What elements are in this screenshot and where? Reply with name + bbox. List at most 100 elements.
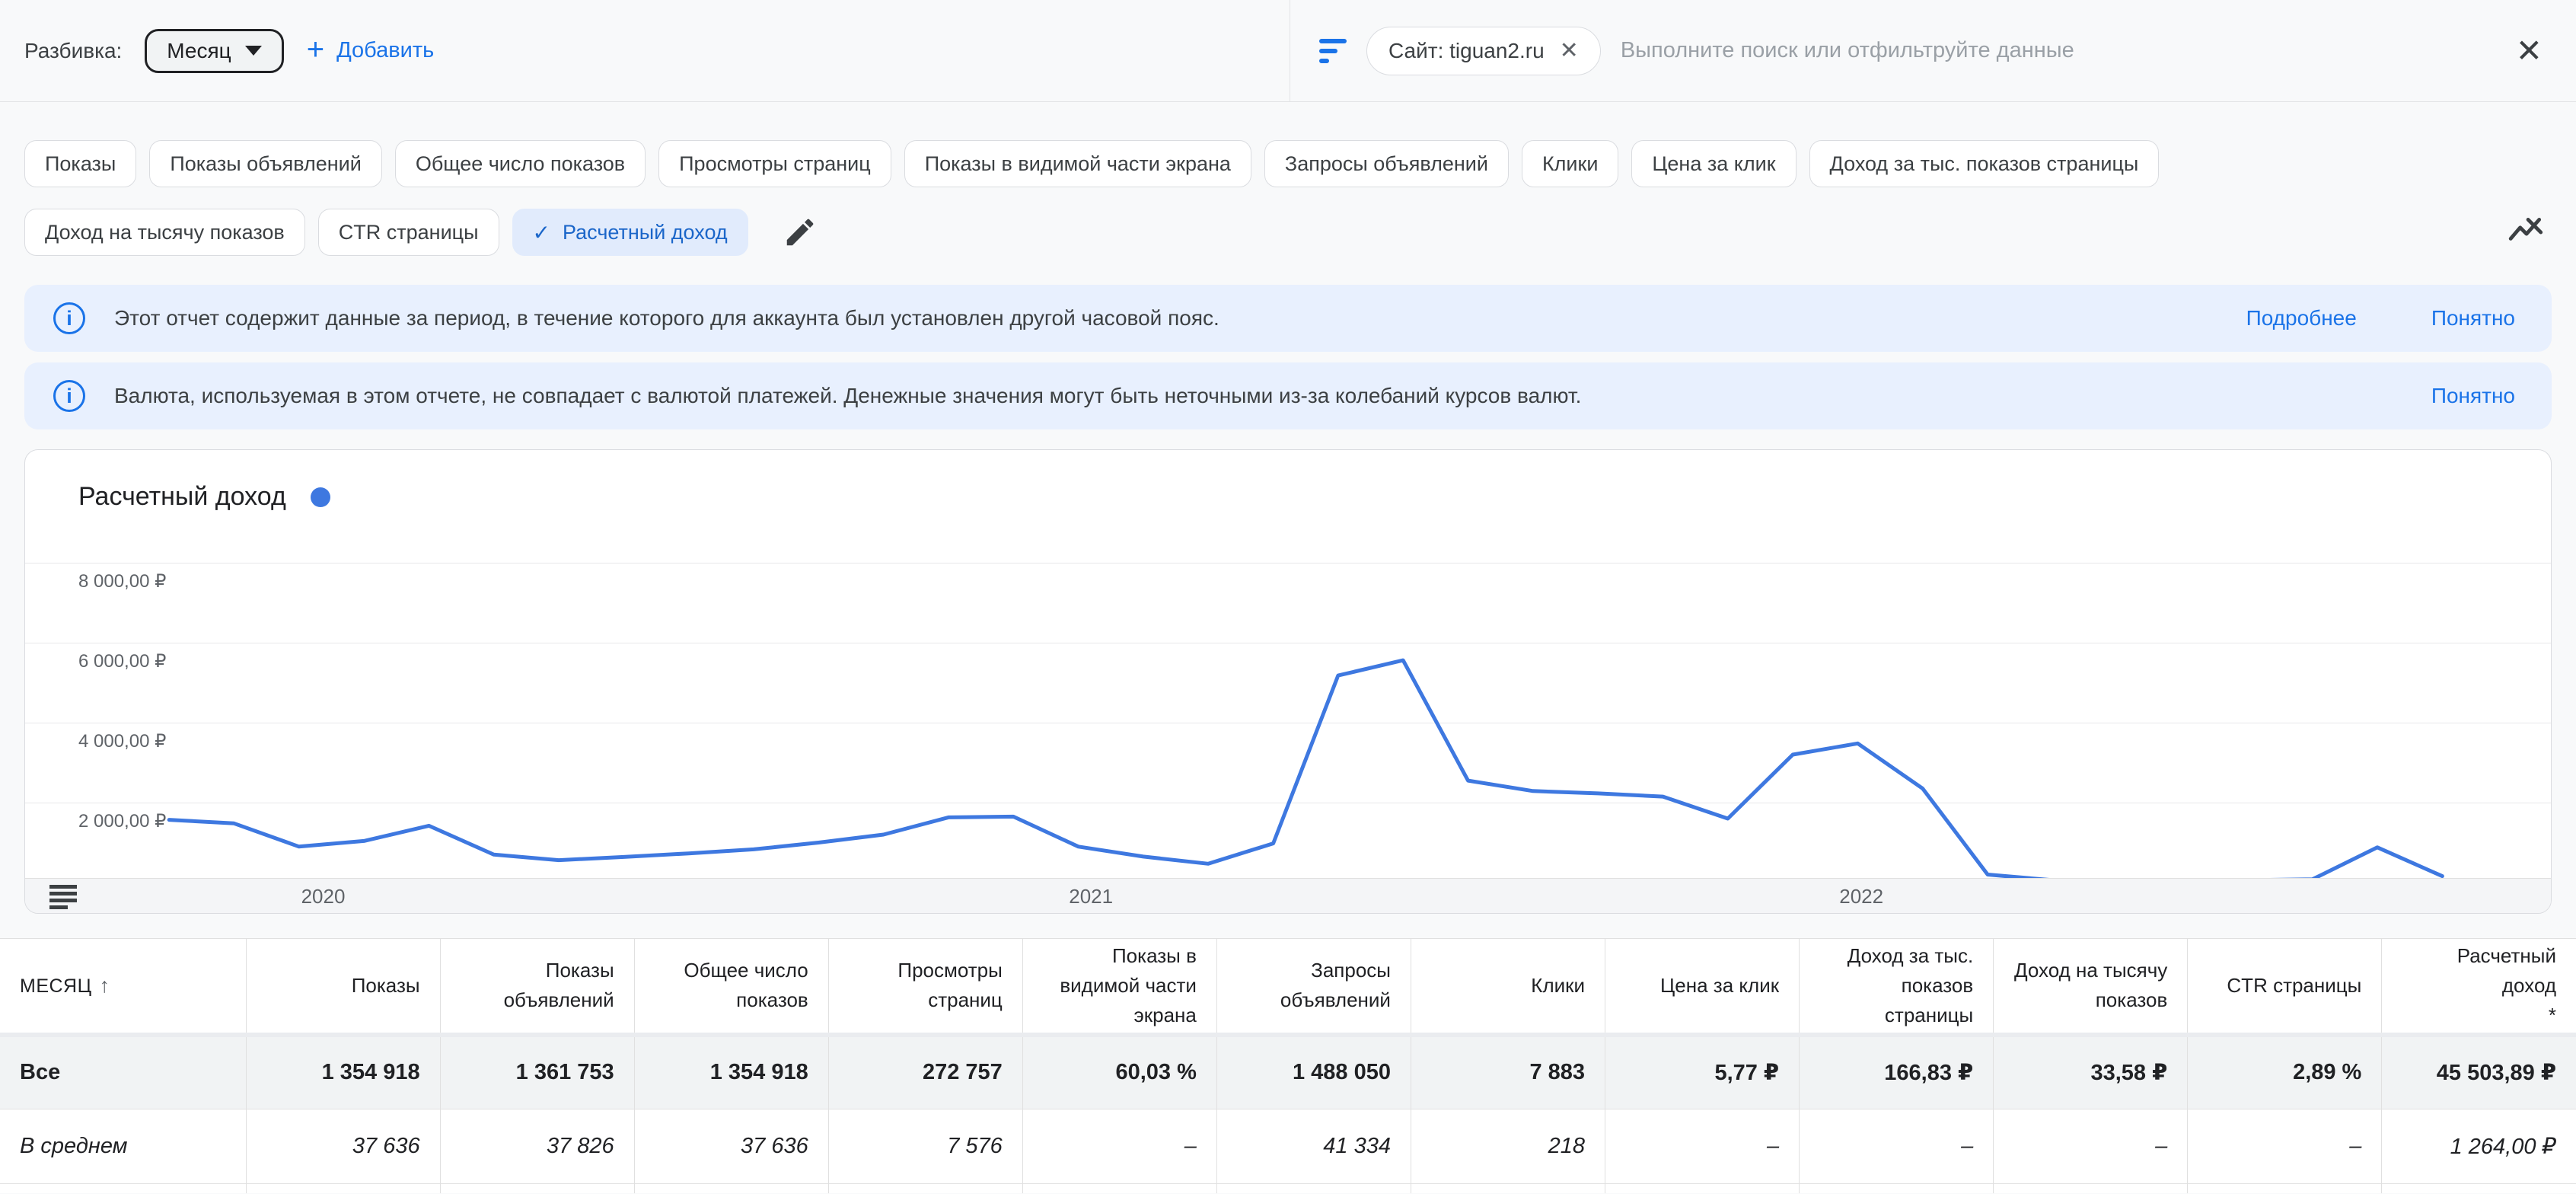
column-header[interactable]: Цена за клик [1605, 938, 1800, 1037]
column-header[interactable]: Доход за тыс. показов страницы [1799, 938, 1994, 1037]
column-header-label: Доход за тыс. показов страницы [1847, 943, 1974, 1026]
y-axis-label: 4 000,00 ₽ [78, 731, 167, 752]
chart-header: Расчетный доход [25, 450, 2551, 512]
y-axis-label: 2 000,00 ₽ [78, 811, 167, 832]
line-chart-icon [2508, 218, 2543, 241]
toggle-chart-button[interactable] [2507, 212, 2546, 250]
revenue-series-line [167, 658, 2444, 883]
cell: 37 826 [439, 1109, 635, 1184]
column-header[interactable]: Общее число показов [633, 938, 829, 1037]
column-header-label: CTR страницы [2227, 973, 2362, 997]
site-filter-label: Сайт: tiguan2.ru [1388, 38, 1545, 62]
site-filter-chip[interactable]: Сайт: tiguan2.ru ✕ [1366, 26, 1601, 75]
cell: 33,58 ₽ [1993, 1034, 2188, 1109]
cell: – [1799, 1109, 1994, 1184]
add-label: Добавить [336, 38, 435, 62]
table-row-partial [0, 1183, 2576, 1193]
metric-chip-total-impressions[interactable]: Общее число показов [394, 140, 646, 187]
column-header[interactable]: Показы объявлений [439, 938, 635, 1037]
axis-menu-icon[interactable] [49, 885, 77, 909]
x-axis-year-label: 2021 [1069, 885, 1114, 908]
timezone-info-banner: i Этот отчет содержит данные за период, … [24, 285, 2552, 352]
cell: 166,83 ₽ [1799, 1034, 1994, 1109]
cell: 7 576 [827, 1109, 1023, 1184]
metric-chip-viewable-impressions[interactable]: Показы в видимой части экрана [904, 140, 1251, 187]
column-header-label: Показы в видимой части экрана [1060, 943, 1197, 1026]
selected-metric-label: Расчетный доход [563, 220, 728, 244]
cell: 218 [1410, 1109, 1605, 1184]
x-axis-year-label: 2020 [301, 885, 346, 908]
cell: 45 503,89 ₽ [2381, 1034, 2576, 1109]
column-header-estimated-earnings[interactable]: Расчетный доход * [2381, 938, 2576, 1037]
breakdown-value: Месяц [167, 38, 231, 62]
metric-chip-clicks[interactable]: Клики [1521, 140, 1619, 187]
check-icon: ✓ [532, 220, 550, 244]
column-header[interactable]: Показы в видимой части экрана [1022, 938, 1217, 1037]
cell: 41 334 [1216, 1109, 1411, 1184]
column-header[interactable]: Просмотры страниц [827, 938, 1023, 1037]
chart-title: Расчетный доход [78, 482, 286, 511]
dismiss-link[interactable]: Понятно [2431, 306, 2515, 330]
dismiss-link[interactable]: Понятно [2431, 384, 2515, 407]
breakdown-toolbar: Разбивка: Месяц + Добавить [0, 0, 1290, 101]
revenue-line-chart[interactable] [25, 541, 2551, 883]
column-header[interactable]: CTR страницы [2187, 938, 2382, 1037]
table-header-row: МЕСЯЦ ↑ Показы Показы объявлений Общее чи… [0, 938, 2576, 1037]
edit-metrics-button[interactable] [783, 215, 818, 250]
metric-chip-page-rpm[interactable]: Доход за тыс. показов страницы [1809, 140, 2160, 187]
table-row-average[interactable]: В среднем 37 636 37 826 37 636 7 576 – 4… [0, 1109, 2576, 1184]
cell: 7 883 [1410, 1034, 1605, 1109]
filter-icon [1319, 38, 1347, 63]
column-header-label: Доход на тысячу показов [2013, 959, 2168, 1012]
plus-icon: + [306, 32, 325, 66]
x-axis-band: 2020 2021 2022 [25, 878, 2551, 913]
column-header[interactable]: Доход на тысячу показов [1993, 938, 2188, 1037]
metric-chip-ad-impressions[interactable]: Показы объявлений [149, 140, 382, 187]
column-header-label: Показы [351, 973, 420, 997]
table-row-total[interactable]: Все 1 354 918 1 361 753 1 354 918 272 75… [0, 1034, 2576, 1109]
y-axis-label: 6 000,00 ₽ [78, 651, 167, 672]
cell: – [1605, 1109, 1800, 1184]
metric-chip-row-2: Доход на тысячу показов CTR страницы ✓ Р… [24, 209, 2552, 256]
report-table: МЕСЯЦ ↑ Показы Показы объявлений Общее чи… [0, 938, 2576, 1193]
column-header-label: Общее число показов [684, 959, 808, 1012]
cell: 60,03 % [1022, 1034, 1217, 1109]
column-header[interactable]: Показы [245, 938, 441, 1037]
chevron-down-icon [244, 46, 262, 56]
footnote-mark: * [2548, 1003, 2556, 1026]
column-header-label: Клики [1531, 973, 1586, 997]
column-header-label: МЕСЯЦ [20, 975, 92, 997]
cell: 2,89 % [2187, 1034, 2382, 1109]
chart-card: Расчетный доход 8 000,00 ₽ 6 000,00 ₽ 4 … [24, 449, 2552, 914]
close-icon[interactable]: ✕ [2515, 32, 2543, 69]
add-breakdown-button[interactable]: + Добавить [306, 32, 435, 66]
banner-text: Этот отчет содержит данные за период, в … [114, 306, 1219, 330]
column-header[interactable]: Запросы объявлений [1216, 938, 1411, 1037]
series-legend-dot [310, 487, 330, 507]
metric-chip-estimated-earnings-selected[interactable]: ✓ Расчетный доход [512, 209, 748, 256]
row-label: В среднем [0, 1109, 246, 1184]
remove-filter-icon[interactable]: ✕ [1559, 37, 1579, 63]
cell: – [2187, 1109, 2382, 1184]
metric-chip-cpc[interactable]: Цена за клик [1631, 140, 1797, 187]
metric-chip-row-1: Показы Показы объявлений Общее число пок… [24, 140, 2552, 187]
row-label: Все [0, 1034, 246, 1109]
column-header-label: Запросы объявлений [1280, 959, 1391, 1012]
column-header-label: Просмотры страниц [897, 959, 1003, 1012]
learn-more-link[interactable]: Подробнее [2246, 306, 2357, 330]
pencil-icon [786, 219, 813, 246]
column-header-label: Расчетный доход [2456, 943, 2556, 997]
metric-chip-ad-requests[interactable]: Запросы объявлений [1264, 140, 1509, 187]
breakdown-label: Разбивка: [24, 38, 123, 62]
column-header-month[interactable]: МЕСЯЦ ↑ [0, 938, 246, 1037]
column-header[interactable]: Клики [1410, 938, 1605, 1037]
metric-chip-impression-rpm[interactable]: Доход на тысячу показов [24, 209, 305, 256]
cell: 1 264,00 ₽ [2381, 1109, 2576, 1184]
breakdown-select[interactable]: Месяц [145, 28, 284, 73]
search-input[interactable] [1620, 38, 2496, 63]
banner-text: Валюта, используемая в этом отчете, не с… [114, 384, 1582, 407]
toolbar: Разбивка: Месяц + Добавить Сайт: tiguan2… [0, 0, 2576, 102]
metric-chip-page-ctr[interactable]: CTR страницы [317, 209, 499, 256]
metric-chip-page-views[interactable]: Просмотры страниц [658, 140, 891, 187]
metric-chip-impressions[interactable]: Показы [24, 140, 137, 187]
